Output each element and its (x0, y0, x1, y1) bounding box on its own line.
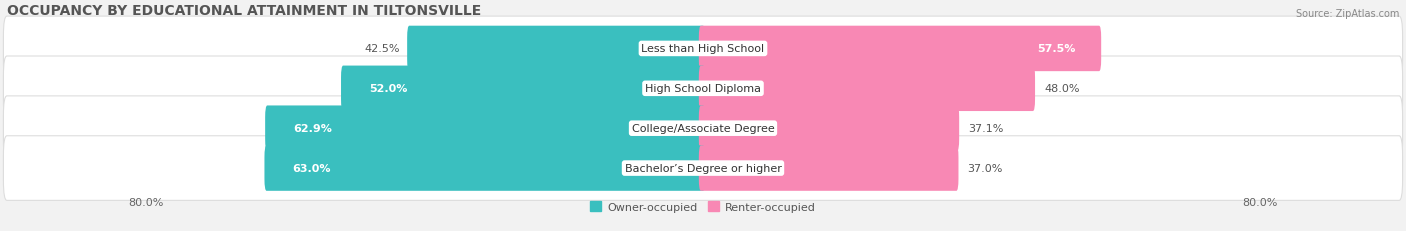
Text: 37.0%: 37.0% (967, 163, 1002, 173)
FancyBboxPatch shape (342, 66, 704, 112)
FancyBboxPatch shape (266, 106, 704, 151)
FancyBboxPatch shape (699, 27, 1101, 72)
Text: OCCUPANCY BY EDUCATIONAL ATTAINMENT IN TILTONSVILLE: OCCUPANCY BY EDUCATIONAL ATTAINMENT IN T… (7, 4, 481, 18)
FancyBboxPatch shape (3, 136, 1403, 201)
FancyBboxPatch shape (3, 97, 1403, 161)
Text: Less than High School: Less than High School (641, 44, 765, 54)
FancyBboxPatch shape (3, 17, 1403, 81)
Text: High School Diploma: High School Diploma (645, 84, 761, 94)
Text: 62.9%: 62.9% (292, 124, 332, 134)
Text: 57.5%: 57.5% (1038, 44, 1076, 54)
Text: 52.0%: 52.0% (368, 84, 408, 94)
FancyBboxPatch shape (699, 66, 1035, 112)
Text: College/Associate Degree: College/Associate Degree (631, 124, 775, 134)
FancyBboxPatch shape (264, 146, 704, 191)
Text: 37.1%: 37.1% (969, 124, 1004, 134)
Text: 48.0%: 48.0% (1045, 84, 1080, 94)
Text: 42.5%: 42.5% (364, 44, 401, 54)
FancyBboxPatch shape (3, 57, 1403, 121)
Text: Source: ZipAtlas.com: Source: ZipAtlas.com (1295, 9, 1399, 19)
Text: 63.0%: 63.0% (292, 163, 330, 173)
FancyBboxPatch shape (699, 106, 959, 151)
Legend: Owner-occupied, Renter-occupied: Owner-occupied, Renter-occupied (588, 199, 818, 214)
Text: Bachelor’s Degree or higher: Bachelor’s Degree or higher (624, 163, 782, 173)
FancyBboxPatch shape (699, 146, 959, 191)
FancyBboxPatch shape (408, 27, 704, 72)
